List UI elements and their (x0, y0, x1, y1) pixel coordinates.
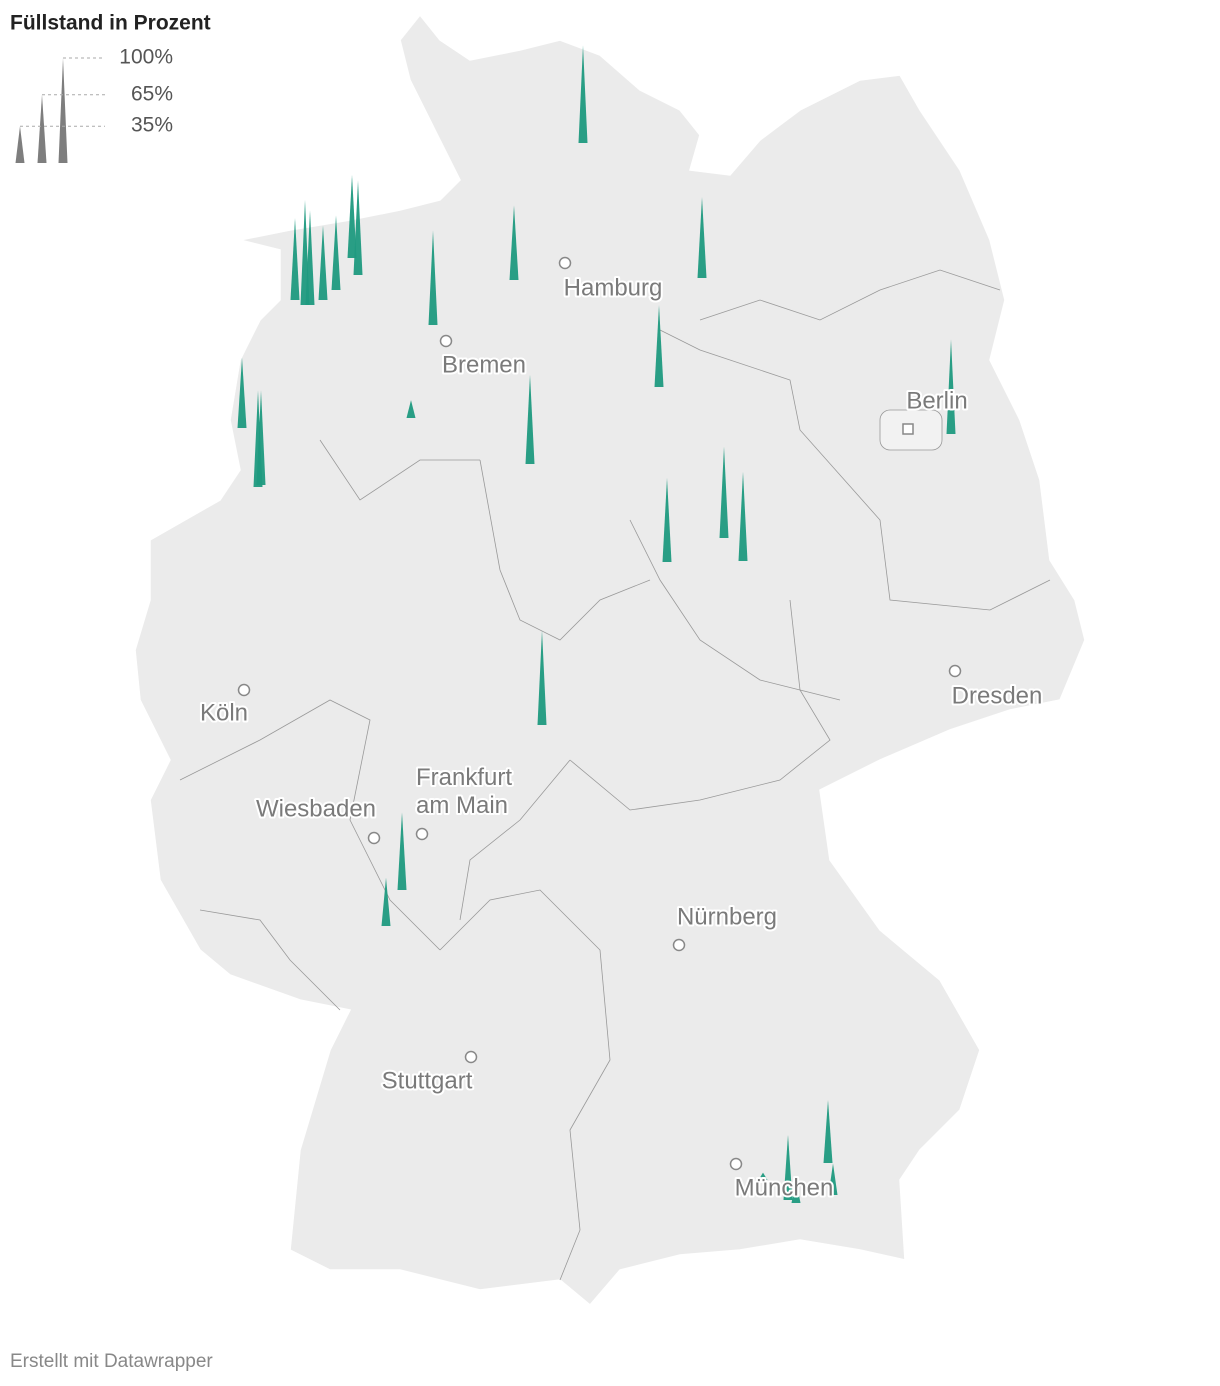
germany-outline (134, 13, 1086, 1307)
spike (719, 446, 729, 538)
city-label: Berlin (906, 387, 967, 414)
spike (697, 197, 707, 278)
spike (783, 1134, 793, 1200)
city-label: Wiesbaden (256, 795, 376, 822)
city-marker (415, 827, 429, 841)
spike (353, 180, 363, 275)
spike (578, 45, 588, 143)
city-marker (367, 831, 381, 845)
spike (738, 471, 748, 561)
city-label: Frankfurt am Main (416, 764, 512, 819)
spike (537, 630, 547, 725)
spike (331, 215, 341, 290)
spike (381, 877, 391, 926)
legend-title: Füllstand in Prozent (10, 12, 211, 35)
spike (305, 210, 315, 305)
spike (406, 400, 416, 418)
spike (828, 1163, 838, 1195)
spike (290, 218, 300, 300)
city-marker (729, 1157, 743, 1171)
legend-label: 65% (131, 83, 173, 106)
spike (791, 1179, 801, 1203)
spike (662, 478, 672, 562)
city-marker (439, 334, 453, 348)
spike (428, 230, 438, 325)
city-label: Hamburg (564, 274, 663, 301)
spike (37, 94, 47, 163)
spike (15, 126, 25, 163)
city-marker (948, 664, 962, 678)
spike (758, 1172, 768, 1180)
state-borders (179, 269, 1051, 1281)
city-label: Stuttgart (382, 1067, 473, 1094)
spike (946, 339, 956, 434)
spike (823, 1100, 833, 1163)
city-label: Köln (200, 699, 248, 726)
city-label: Dresden (952, 682, 1043, 709)
city-marker (464, 1050, 478, 1064)
spike (237, 357, 247, 428)
city-marker (558, 256, 572, 270)
city-marker (237, 683, 251, 697)
city-marker (902, 423, 914, 435)
city-marker (672, 938, 686, 952)
spike (509, 205, 519, 280)
spike (58, 58, 68, 163)
legend-label: 100% (119, 46, 173, 69)
city-label: Nürnberg (677, 903, 777, 930)
spike (525, 374, 535, 464)
spike (256, 390, 266, 485)
spike (318, 225, 328, 300)
footer: Erstellt mit Datawrapper (10, 1351, 213, 1372)
spike (654, 305, 664, 387)
spike (397, 812, 407, 890)
city-label: Bremen (442, 351, 526, 378)
spike (347, 175, 357, 258)
legend-label: 35% (131, 114, 173, 137)
city-label: München (735, 1174, 834, 1201)
